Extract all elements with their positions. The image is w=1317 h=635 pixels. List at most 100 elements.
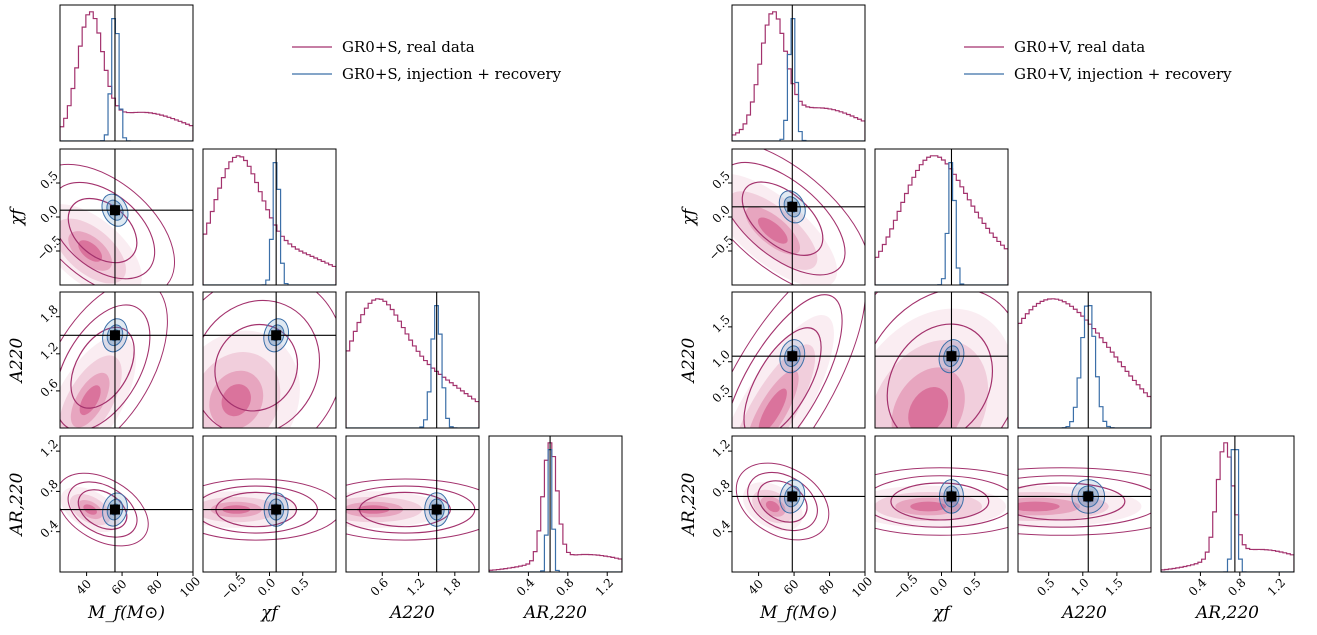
x-tick-label: 1.2 bbox=[1265, 575, 1288, 598]
x-tick-label: 1.2 bbox=[593, 575, 616, 598]
panel-1-cell-2-0: 0.6 1.2 1.8 bbox=[37, 291, 194, 429]
real-density-level bbox=[765, 500, 780, 513]
y-tick-label: 1.5 bbox=[709, 312, 732, 335]
real-contour bbox=[732, 294, 843, 428]
x-tick-label: 0.5 bbox=[288, 575, 311, 598]
injection-histogram bbox=[732, 18, 865, 141]
panel-2-cell-2-0: 0.5 1.0 1.5 bbox=[709, 291, 866, 429]
injection-histogram bbox=[60, 18, 193, 141]
cell-plot-area bbox=[60, 436, 193, 572]
y-tick-label: 0.5 bbox=[37, 168, 60, 191]
y-tick-label: 0.4 bbox=[709, 517, 733, 541]
panel-1-cell-3-0: 0.4 0.8 1.2 40 60 80 100 bbox=[37, 435, 203, 600]
cell-plot-area bbox=[203, 436, 336, 572]
panel-2-cell-3-2: 0.5 1.0 1.5 bbox=[1017, 435, 1152, 599]
real-density-level bbox=[910, 501, 947, 512]
truth-marker bbox=[787, 201, 798, 212]
truth-marker bbox=[109, 504, 120, 515]
panel-2-cell-2-1 bbox=[874, 291, 1009, 429]
x-axis-label: χf bbox=[932, 603, 952, 623]
real-contour bbox=[732, 292, 865, 428]
x-tick-label: 0.0 bbox=[255, 575, 278, 598]
y-axis-label: A220 bbox=[7, 337, 27, 384]
x-tick-label: 100 bbox=[849, 574, 875, 600]
real-density-level bbox=[875, 308, 1008, 428]
y-tick-label: 0.5 bbox=[709, 382, 732, 405]
x-tick-label: 80 bbox=[816, 577, 837, 598]
real-density-level bbox=[746, 370, 799, 428]
real-density-level bbox=[875, 339, 989, 428]
y-tick-label: 0.6 bbox=[37, 376, 60, 399]
x-tick-label: 40 bbox=[73, 577, 94, 598]
legend: GR0+V, real data GR0+V, injection + recov… bbox=[964, 38, 1232, 83]
panel-2-cell-0-0 bbox=[731, 4, 866, 142]
real-contour bbox=[67, 481, 138, 538]
x-axis-label: A220 bbox=[388, 603, 435, 623]
real-density-level bbox=[60, 355, 122, 428]
y-tick-label: 0.0 bbox=[709, 202, 732, 225]
cell-plot-area bbox=[1018, 436, 1151, 572]
truth-marker bbox=[1083, 491, 1094, 502]
real-contour bbox=[60, 292, 168, 428]
cell-frame bbox=[488, 435, 623, 573]
y-axis-label: χf bbox=[7, 206, 27, 226]
y-tick-label: 1.2 bbox=[709, 437, 732, 460]
truth-marker bbox=[946, 351, 957, 362]
cell-plot-area bbox=[1018, 292, 1151, 428]
x-axis-label: χf bbox=[260, 603, 280, 623]
cell-plot-area bbox=[489, 436, 622, 572]
cell-frame bbox=[59, 291, 194, 429]
y-axis-label: AR,220 bbox=[679, 472, 699, 537]
real-density-level bbox=[758, 388, 787, 428]
panel-2-cell-2-2 bbox=[1017, 291, 1152, 429]
cell-frame bbox=[202, 148, 337, 286]
x-tick-label: −0.5 bbox=[890, 572, 921, 603]
real-density-level bbox=[732, 344, 816, 428]
real-contour bbox=[346, 478, 479, 541]
real-data-histogram bbox=[489, 442, 622, 572]
legend-label-real: GR0+V, real data bbox=[1014, 38, 1145, 56]
cell-frame bbox=[59, 435, 194, 573]
cell-plot-area bbox=[60, 149, 193, 285]
x-tick-label: 1.2 bbox=[404, 575, 427, 598]
truth-marker bbox=[946, 491, 957, 502]
cell-plot-area bbox=[732, 5, 865, 141]
real-contour bbox=[70, 326, 135, 409]
cell-plot-area bbox=[875, 149, 1008, 285]
real-data-histogram bbox=[346, 298, 479, 428]
real-density-level bbox=[209, 370, 264, 428]
panel-1-cell-2-2 bbox=[345, 291, 480, 429]
real-density-level bbox=[203, 352, 281, 428]
real-contour bbox=[875, 467, 1008, 536]
real-data-histogram bbox=[60, 11, 193, 141]
real-contour bbox=[886, 323, 994, 428]
real-contour bbox=[203, 478, 336, 541]
panel-1-cell-1-1 bbox=[202, 148, 337, 286]
real-density-level bbox=[60, 335, 136, 428]
real-contour bbox=[735, 462, 830, 541]
truth-marker bbox=[787, 351, 798, 362]
real-contour bbox=[741, 181, 824, 256]
panel-2-cell-1-0: −0.50.00.5 bbox=[706, 148, 866, 286]
corner-plot-2: −0.5 0.0 0.5 χf 0.5 1.0 1.5 A220 0.4 0.8 1.2 40 60 80… bbox=[679, 4, 1295, 623]
x-tick-label: 60 bbox=[781, 577, 802, 598]
y-tick-label: 0.8 bbox=[709, 477, 732, 500]
legend: GR0+S, real data GR0+S, injection + recov… bbox=[292, 38, 562, 83]
real-density-level bbox=[70, 372, 110, 428]
panel-2-cell-3-3: 0.4 0.8 1.2 bbox=[1160, 435, 1295, 599]
injection-histogram bbox=[489, 449, 622, 572]
truth-marker bbox=[787, 491, 798, 502]
real-contour bbox=[890, 482, 990, 521]
panel-2-cell-3-0: 0.4 0.8 1.2 40 60 80 100 bbox=[709, 435, 875, 600]
cell-plot-area bbox=[732, 436, 865, 572]
x-tick-label: 1.8 bbox=[440, 575, 463, 598]
panel-2-cell-3-1: −0.5 0.0 0.5 bbox=[874, 435, 1009, 603]
x-tick-label: 80 bbox=[144, 577, 165, 598]
y-tick-label: 1.0 bbox=[709, 347, 732, 370]
real-data-histogram bbox=[875, 155, 1008, 285]
real-contour bbox=[747, 471, 818, 532]
real-contour bbox=[732, 161, 846, 276]
